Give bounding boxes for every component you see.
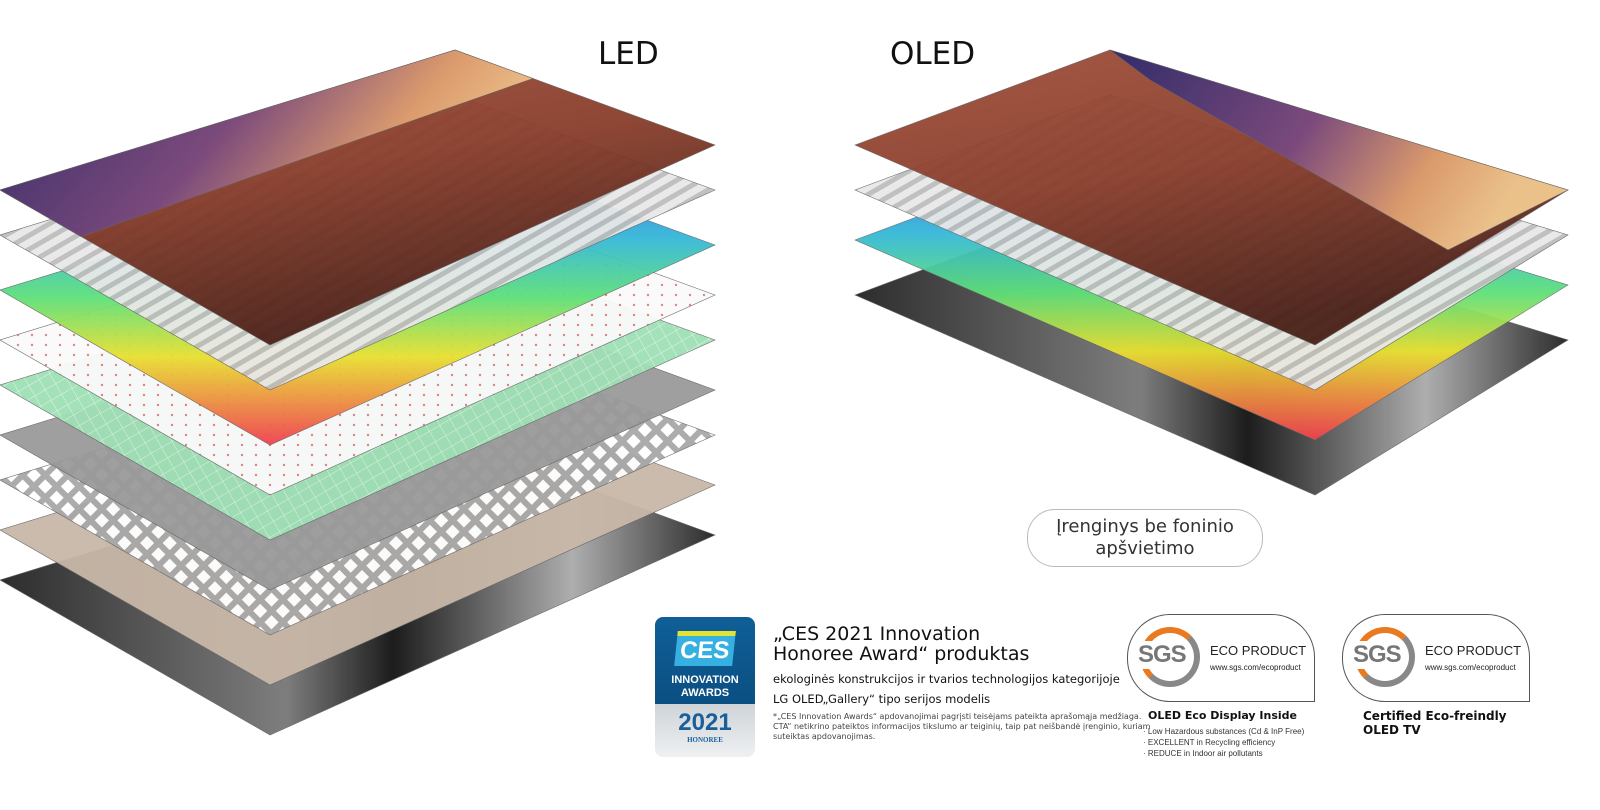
ces-awards-text: AWARDS [680,687,730,699]
badge-line-1: Įrenginys be foninio [1056,516,1234,537]
sgs-bullets: · Low Hazardous substances (Cd & InP Fre… [1143,726,1304,759]
led-title: LED [598,36,659,72]
award-footnote: *„CES Innovation Awards“ apdovanojimai p… [773,712,1151,741]
sgs-caption-1: OLED Eco Display Inside [1148,709,1298,722]
ces-logo: CES [674,631,736,666]
sgs-url: www.sgs.com/ecoproduct [1425,663,1516,672]
sgs-bullet: · EXCELLENT in Recycling efficiency [1143,738,1276,747]
sgs-bullet: · REDUCE in Indoor air pollutants [1143,749,1263,758]
ces-innovation-badge: CES INNOVATION AWARDS 2021 HONOREE [655,617,755,757]
sgs-bullet: · Low Hazardous substances (Cd & InP Fre… [1143,727,1305,736]
badge-line-2: apšvietimo [1095,538,1195,559]
award-text: „CES 2021 Innovation Honoree Award“ produ… [773,624,1153,742]
sgs-url: www.sgs.com/ecoproduct [1210,663,1301,672]
award-category: ekologinės konstrukcijos ir tvarios tech… [773,672,1120,686]
ces-honoree: HONOREE [687,736,723,744]
sky-region [1109,49,1569,251]
award-headline-1: „CES 2021 Innovation [773,623,981,645]
sky-region [0,49,534,237]
sgs-caption-line: Certified Eco-freindly [1363,709,1507,723]
sgs-caption-line: OLED TV [1363,723,1421,737]
no-backlight-badge: Įrenginys be foninio apšvietimo [1027,509,1263,567]
award-headline-2: Honoree Award“ produktas [773,643,1030,665]
sgs-eco-logo-2: SGS ECO PRODUCT www.sgs.com/ecoproduct [1342,614,1530,702]
eco-product-label: ECO PRODUCT [1425,643,1522,658]
ces-year: 2021 [678,709,732,736]
oled-title: OLED [890,36,976,72]
sgs-eco-logo-1: SGS ECO PRODUCT www.sgs.com/ecoproduct [1127,614,1315,702]
eco-product-label: ECO PRODUCT [1210,643,1307,658]
ces-innovation-text: INNOVATION [671,674,739,686]
sgs-logo-text: SGS [1136,641,1188,669]
sgs-logo-text: SGS [1351,641,1403,669]
award-model: LG OLED„Gallery“ tipo serijos modelis [773,692,991,706]
sgs-caption-2: Certified Eco-freindly OLED TV [1363,709,1507,737]
